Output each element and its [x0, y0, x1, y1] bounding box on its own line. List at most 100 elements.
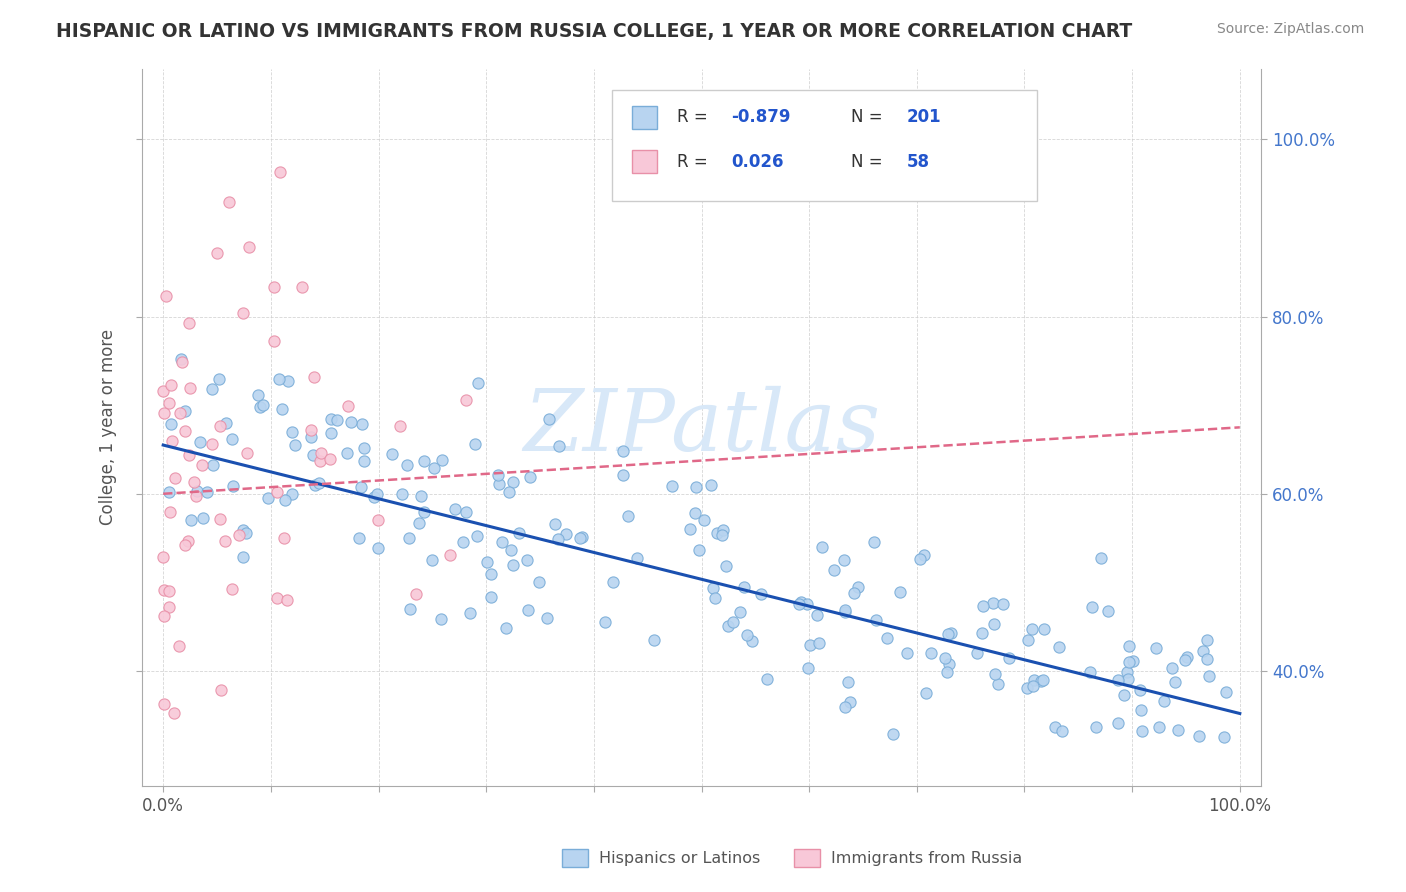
Point [706, 525, 728, 540]
Point [160, 377, 183, 392]
FancyBboxPatch shape [612, 90, 1038, 202]
Text: HISPANIC OR LATINO VS IMMIGRANTS FROM RUSSIA COLLEGE, 1 YEAR OR MORE CORRELATION: HISPANIC OR LATINO VS IMMIGRANTS FROM RU… [56, 22, 1132, 41]
Point [981, 596, 1004, 610]
Point [1197, 633, 1219, 648]
Point [808, 636, 831, 650]
Point [308, 476, 330, 491]
Text: R =: R = [678, 108, 713, 127]
Point [263, 280, 285, 294]
Point [912, 548, 935, 562]
Point [205, 245, 228, 260]
Point [1022, 679, 1045, 693]
Point [336, 446, 359, 460]
Point [834, 605, 856, 619]
Point [263, 334, 285, 348]
Point [737, 628, 759, 642]
Point [381, 447, 404, 461]
Point [183, 475, 205, 489]
Point [865, 613, 887, 627]
Point [1107, 673, 1129, 687]
Point [1107, 715, 1129, 730]
Point [941, 625, 963, 640]
Point [412, 454, 434, 468]
Point [544, 517, 567, 532]
Point [159, 417, 181, 432]
Point [396, 458, 419, 472]
Point [159, 505, 181, 519]
Point [411, 489, 433, 503]
Point [882, 727, 904, 741]
Point [157, 485, 180, 500]
Point [749, 587, 772, 601]
Point [291, 279, 314, 293]
Point [1090, 551, 1112, 566]
Text: ZIPatlas: ZIPatlas [523, 386, 880, 468]
FancyBboxPatch shape [633, 106, 657, 128]
Point [1153, 694, 1175, 708]
Point [391, 487, 413, 501]
Point [1175, 649, 1198, 664]
Text: Source: ZipAtlas.com: Source: ZipAtlas.com [1216, 22, 1364, 37]
Point [844, 586, 866, 600]
Point [495, 621, 517, 635]
Point [174, 424, 197, 438]
Point [834, 603, 856, 617]
Point [1078, 665, 1101, 680]
Point [174, 538, 197, 552]
Point [157, 583, 180, 598]
Point [186, 483, 208, 498]
Point [1191, 643, 1213, 657]
Point [169, 639, 191, 653]
Point [1174, 653, 1197, 667]
Point [221, 582, 243, 597]
Point [284, 438, 307, 452]
Point [180, 513, 202, 527]
Point [1197, 652, 1219, 666]
Point [938, 657, 960, 671]
Point [908, 552, 931, 566]
Point [486, 467, 509, 482]
Point [366, 487, 388, 501]
Point [337, 399, 360, 413]
Point [152, 549, 174, 564]
Point [444, 501, 467, 516]
Point [643, 632, 665, 647]
Point [1032, 623, 1054, 637]
Point [207, 372, 229, 386]
Point [811, 540, 834, 554]
Point [1188, 729, 1211, 743]
Point [1116, 672, 1139, 686]
Point [232, 549, 254, 564]
Point [195, 484, 218, 499]
Point [517, 603, 540, 617]
Point [756, 672, 779, 686]
Point [153, 582, 176, 597]
Point [1118, 640, 1140, 654]
Point [232, 306, 254, 320]
Point [683, 506, 706, 520]
Point [612, 444, 634, 458]
Point [367, 513, 389, 527]
Point [723, 615, 745, 630]
Point [983, 616, 1005, 631]
Point [593, 615, 616, 629]
Point [846, 580, 869, 594]
Point [1081, 599, 1104, 614]
Point [179, 316, 201, 330]
Point [347, 532, 370, 546]
Point [163, 471, 186, 485]
Point [201, 382, 224, 396]
Point [612, 467, 634, 482]
Text: 58: 58 [907, 153, 929, 170]
Point [796, 597, 818, 611]
Point [688, 543, 710, 558]
Point [363, 490, 385, 504]
Point [1029, 674, 1052, 689]
Text: N =: N = [851, 153, 887, 170]
Point [451, 535, 474, 549]
Point [302, 448, 325, 462]
Point [1115, 665, 1137, 679]
Point [834, 700, 856, 714]
Y-axis label: College, 1 year or more: College, 1 year or more [100, 329, 117, 525]
Point [1147, 720, 1170, 734]
